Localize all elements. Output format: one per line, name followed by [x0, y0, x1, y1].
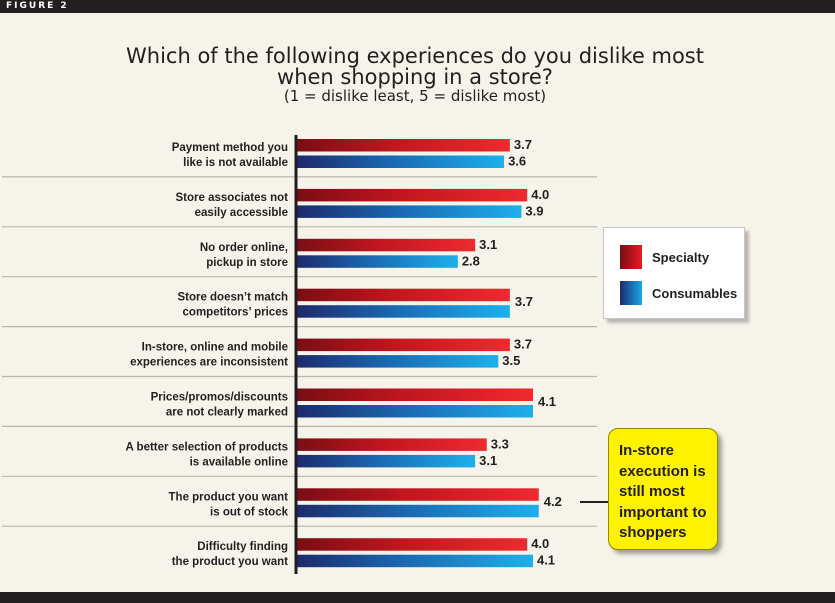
bar-specialty	[296, 238, 476, 252]
category-label: like is not available	[183, 157, 288, 169]
value-label: 4.2	[544, 494, 562, 509]
figure-label: FIGURE 2	[6, 1, 69, 11]
category-label: experiences are inconsistent	[130, 357, 288, 369]
bar-specialty	[296, 438, 487, 451]
row-separators	[2, 176, 597, 527]
bar-consumables	[296, 305, 510, 318]
bar-specialty	[296, 388, 533, 401]
callout-text: In-store execution is still most importa…	[619, 442, 707, 541]
bar-consumables	[296, 155, 505, 168]
bar-consumables	[296, 554, 533, 568]
value-label-consumables: 3.1	[479, 453, 497, 468]
bar-consumables	[296, 355, 499, 368]
value-label-consumables: 2.8	[462, 253, 480, 268]
legend-swatch-consumables	[620, 281, 642, 305]
legend: Specialty Consumables	[603, 227, 745, 319]
bar-consumables	[296, 255, 458, 268]
callout-pointer	[580, 501, 608, 503]
legend-swatch-specialty	[620, 245, 642, 269]
bottom-bar	[0, 592, 835, 603]
chart-subtitle: (1 = dislike least, 5 = dislike most)	[283, 87, 547, 105]
category-label: are not clearly marked	[166, 407, 288, 419]
category-label: Store associates not	[176, 192, 289, 204]
bar-consumables	[296, 504, 539, 518]
category-label: is out of stock	[210, 506, 289, 518]
category-label: Store doesn’t match	[177, 292, 288, 304]
chart-title-line-1: Which of the following experiences do yo…	[126, 44, 704, 68]
legend-label-consumables: Consumables	[652, 285, 738, 301]
category-label: Prices/promos/discounts	[151, 392, 288, 404]
callout-box: In-store execution is still most importa…	[608, 428, 718, 550]
value-label-consumables: 3.6	[508, 154, 526, 169]
bar-specialty	[296, 288, 510, 302]
legend-item-specialty: Specialty	[620, 245, 709, 269]
value-label-specialty: 3.7	[514, 337, 532, 352]
legend-item-consumables: Consumables	[620, 281, 737, 305]
bar-specialty	[296, 538, 528, 551]
bar-specialty	[296, 338, 510, 352]
category-label: is available online	[190, 456, 288, 468]
value-label-consumables: 3.9	[525, 203, 543, 218]
category-label: Difficulty finding	[197, 541, 288, 553]
value-label: 4.1	[538, 394, 556, 409]
bar-specialty	[296, 139, 510, 152]
value-label-specialty: 3.7	[514, 137, 532, 152]
bars-group	[296, 139, 539, 568]
category-label: A better selection of products	[125, 441, 288, 453]
bar-specialty	[296, 488, 539, 501]
legend-label-specialty: Specialty	[652, 249, 710, 265]
chart-title-line-2: when shopping in a store?	[277, 65, 553, 89]
value-label-consumables: 4.1	[537, 553, 555, 568]
top-bar: FIGURE 2	[0, 0, 835, 13]
category-label: easily accessible	[195, 207, 288, 219]
bar-consumables	[296, 454, 476, 468]
category-label: In-store, online and mobile	[142, 342, 288, 354]
bar-consumables	[296, 205, 522, 218]
value-label-specialty: 4.0	[531, 536, 549, 551]
category-label: pickup in store	[206, 257, 288, 269]
category-label: Payment method you	[172, 142, 288, 154]
bar-consumables	[296, 405, 533, 418]
category-label: The product you want	[169, 491, 289, 503]
bar-specialty	[296, 188, 528, 202]
category-label: No order online,	[200, 242, 288, 254]
value-label-specialty: 3.3	[491, 436, 509, 451]
value-label-consumables: 3.5	[502, 353, 520, 368]
category-labels: Payment method you like is not available S…	[125, 142, 288, 568]
category-label: competitors’ prices	[183, 307, 288, 319]
value-label-specialty: 3.1	[479, 237, 497, 252]
value-labels: 3.73.64.03.93.12.83.73.73.54.13.33.14.24…	[462, 137, 562, 568]
value-label-specialty: 4.0	[531, 187, 549, 202]
category-label: the product you want	[172, 556, 288, 568]
value-label: 3.7	[515, 294, 533, 309]
